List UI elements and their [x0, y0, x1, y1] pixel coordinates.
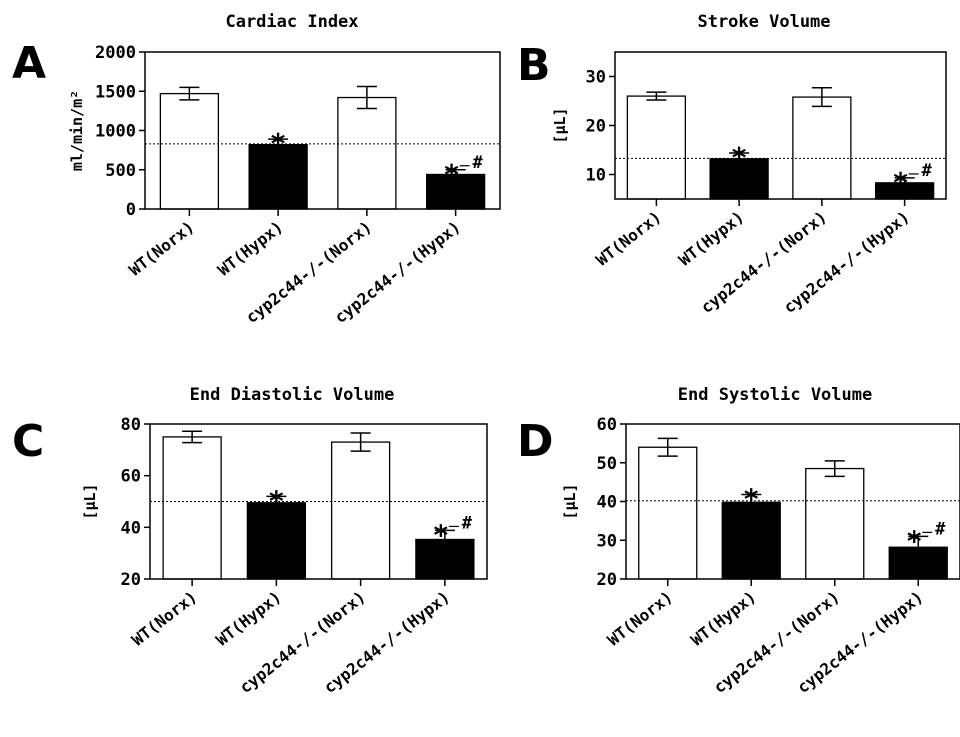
bar-1 [638, 446, 698, 580]
significance-hash: # [935, 519, 946, 539]
error-bar-3 [811, 87, 832, 108]
panel-letter: B [517, 40, 551, 91]
error-bar-2 [268, 138, 289, 145]
bar-2 [248, 143, 308, 210]
x-tick-label: WT(Hypx) [214, 217, 286, 279]
significance-hash: # [922, 161, 933, 181]
y-tick-label: 1000 [95, 122, 136, 142]
chart-panel-b: B Stroke Volume [μL] * * #10 20 30 WT(Norx) WT(Hy… [517, 12, 947, 317]
error-bar-1 [657, 437, 678, 457]
error-bar-4 [908, 535, 929, 548]
significance-star: * [893, 166, 908, 199]
bar-3 [330, 441, 391, 580]
y-tick-label: 60 [597, 415, 617, 435]
chart-title: End Systolic Volume [678, 385, 872, 405]
x-tick-label: WT(Hypx) [675, 207, 747, 269]
significance-star: * [732, 141, 747, 174]
x-tick-label: WT(Hypx) [687, 587, 759, 649]
bar-3 [805, 467, 865, 580]
error-bar-4 [894, 177, 915, 183]
chart-panel-d: D End Systolic Volume [μL] * * #20 30 40 50 60 WT(… [517, 385, 960, 697]
significance-star: * [744, 483, 759, 516]
error-bar-2 [266, 495, 287, 503]
bar-4 [425, 173, 486, 210]
error-bar-4 [445, 169, 466, 175]
x-tick-label: WT(Norx) [128, 587, 200, 649]
bar-2 [709, 158, 769, 200]
y-tick-label: 2000 [95, 43, 136, 63]
bar-1 [159, 92, 220, 210]
x-tick-label: WT(Norx) [592, 207, 664, 269]
y-tick-label: 40 [121, 518, 141, 538]
significance-hash: # [462, 513, 473, 533]
error-bar-3 [824, 460, 845, 478]
y-tick-label: 20 [597, 570, 617, 590]
bar-3 [337, 96, 397, 210]
significance-hash: # [473, 153, 484, 173]
panel-letter: C [12, 416, 44, 467]
y-axis-label: ml/min/m² [68, 90, 86, 171]
error-bar-1 [179, 86, 200, 101]
y-tick-label: 30 [586, 68, 606, 88]
y-tick-label: 80 [121, 415, 141, 435]
bar-3 [792, 96, 852, 200]
chart-panel-c: C End Diastolic Volume [μL] * * #20 40 60 80 WT(N… [12, 385, 488, 697]
panel-letter: D [517, 416, 554, 467]
significance-star: * [434, 518, 449, 551]
y-tick-label: 500 [105, 161, 136, 181]
chart-title: Stroke Volume [697, 12, 830, 32]
chart-title: End Diastolic Volume [190, 385, 395, 405]
panel-letter: A [12, 38, 46, 89]
significance-star: * [271, 127, 286, 160]
x-tick-label: WT(Norx) [604, 587, 676, 649]
error-bar-2 [729, 152, 750, 159]
y-tick-label: 10 [586, 166, 606, 186]
bar-1 [162, 436, 222, 580]
significance-star: * [907, 524, 922, 557]
y-tick-label: 50 [597, 454, 617, 474]
y-tick-label: 0 [126, 200, 136, 220]
chart-title: Cardiac Index [225, 12, 358, 32]
chart-panel-a: A Cardiac Index ml/min/m² * * #0 500 1000 1500 20… [12, 12, 501, 327]
y-axis-label: [μL] [561, 483, 579, 519]
error-bar-3 [350, 432, 371, 452]
error-bar-4 [434, 529, 455, 540]
x-tick-label: WT(Norx) [125, 217, 197, 279]
significance-star: * [269, 484, 284, 517]
error-bar-2 [741, 493, 762, 503]
y-tick-label: 20 [121, 570, 141, 590]
bar-4 [415, 538, 475, 580]
bar-1 [626, 95, 687, 200]
error-bar-1 [182, 430, 203, 444]
y-axis-label: [μL] [81, 483, 99, 519]
error-bar-3 [356, 85, 377, 110]
x-tick-label: WT(Hypx) [212, 587, 284, 649]
y-tick-label: 1500 [95, 82, 136, 102]
significance-star: * [444, 158, 459, 191]
y-tick-label: 30 [597, 531, 617, 551]
plot-frame [149, 423, 488, 580]
y-tick-label: 40 [597, 493, 617, 513]
y-tick-label: 60 [121, 467, 141, 487]
error-bar-1 [646, 91, 667, 101]
y-tick-label: 20 [586, 117, 606, 137]
bar-2 [246, 502, 307, 580]
y-axis-label: [μL] [551, 107, 569, 143]
